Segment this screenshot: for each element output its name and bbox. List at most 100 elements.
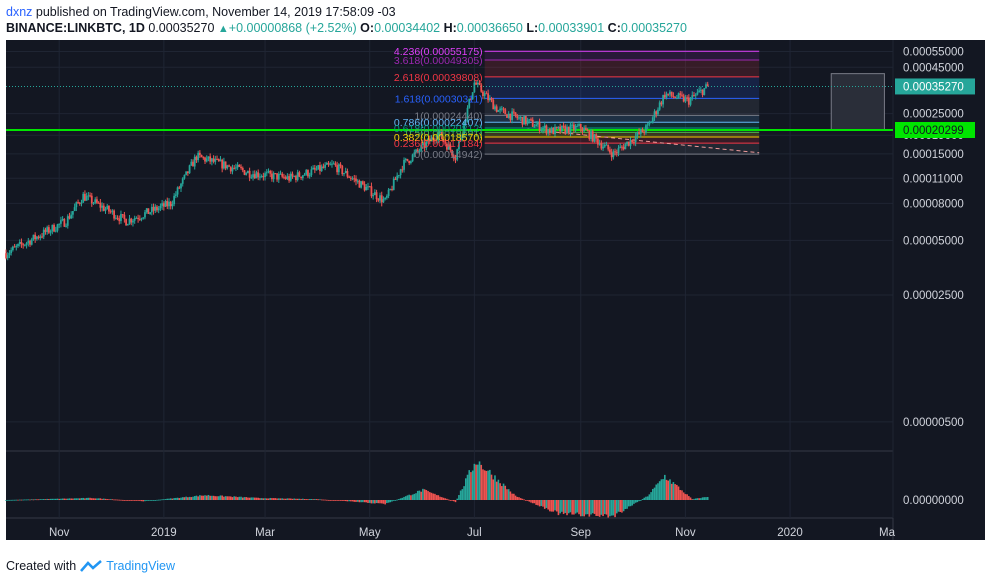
candle-body <box>283 176 285 178</box>
candle-body <box>313 167 316 170</box>
oscillator-bar <box>161 499 163 501</box>
price-chart[interactable]: Nov 2019 Mar May Jul Sep Nov 2020 Ma 0.00055000 0.… <box>0 40 987 554</box>
oscillator-bar <box>415 493 417 500</box>
oscillator-bar <box>578 500 580 515</box>
oscillator-bar <box>295 498 297 500</box>
candle-body <box>121 214 124 216</box>
y-tick-label: 0.00025000 <box>903 109 964 121</box>
fib-band <box>484 122 760 129</box>
candle-body <box>506 114 508 118</box>
candle-body <box>307 170 309 177</box>
oscillator-bar <box>36 499 38 501</box>
oscillator-bar <box>552 500 555 512</box>
oscillator-bar <box>276 498 278 500</box>
candle-body <box>329 164 332 166</box>
candle-body <box>367 186 369 188</box>
candle-body <box>430 137 433 142</box>
oscillator-bar <box>356 500 359 502</box>
candle-body <box>257 172 260 178</box>
candle-body <box>47 227 50 233</box>
oscillator-bar <box>233 496 235 500</box>
oscillator-bar <box>430 492 433 500</box>
oscillator-bar <box>665 479 668 500</box>
oscillator-bar <box>255 497 258 500</box>
candle-body <box>494 106 496 110</box>
candle-body <box>482 91 484 97</box>
candle-body <box>478 82 481 85</box>
candle-body <box>559 126 562 132</box>
oscillator-bar <box>236 497 239 500</box>
oscillator-bar <box>58 498 60 500</box>
oscillator-bar <box>353 500 356 502</box>
oscillator-bar <box>636 500 639 503</box>
candle-body <box>483 93 486 97</box>
candle-body <box>363 184 366 191</box>
oscillator-bar <box>89 497 91 500</box>
candle-body <box>377 199 380 201</box>
oscillator-bar <box>638 500 640 502</box>
candle-body <box>164 201 167 207</box>
oscillator-bar <box>175 497 177 500</box>
candle-body <box>102 205 105 211</box>
candle-body <box>524 116 527 124</box>
oscillator-bar <box>439 496 441 500</box>
oscillator-bar <box>540 500 543 506</box>
oscillator-bar <box>574 500 577 514</box>
publisher-name[interactable]: dxnz <box>6 5 33 19</box>
candle-body <box>428 138 431 142</box>
candle-body <box>504 109 507 115</box>
candle-body <box>181 178 184 184</box>
oscillator-bar <box>6 499 9 501</box>
candle-body <box>490 98 493 101</box>
oscillator-bar <box>701 497 704 500</box>
candle-body <box>406 158 409 161</box>
candle-body <box>466 107 469 121</box>
oscillator-bar <box>489 469 491 500</box>
tradingview-brand[interactable]: TradingView <box>106 559 175 573</box>
oscillator-bar <box>229 496 232 500</box>
oscillator-bar <box>200 495 203 500</box>
candle-body <box>245 173 248 175</box>
oscillator-bar <box>646 496 649 500</box>
oscillator-bar <box>180 497 182 500</box>
oscillator-bar <box>605 500 608 515</box>
candle-body <box>219 159 222 162</box>
oscillator-bar <box>178 498 181 500</box>
oscillator-bar <box>603 500 606 515</box>
candle-body <box>265 172 268 174</box>
candle-body <box>399 169 402 176</box>
oscillator-bar <box>586 500 589 515</box>
oscillator-bar <box>286 498 289 500</box>
fib-level-label: 4.236(0.00055175) <box>394 46 483 58</box>
oscillator-bar <box>442 497 445 500</box>
oscillator-bar <box>204 495 206 500</box>
oscillator-bar <box>271 498 273 500</box>
oscillator-bar <box>374 500 376 504</box>
oscillator-bar <box>346 500 349 502</box>
oscillator-bar <box>418 490 421 500</box>
oscillator-bar <box>308 499 311 500</box>
candle-body <box>284 177 287 179</box>
candle-body <box>588 130 591 139</box>
oscillator-bar <box>116 499 119 501</box>
candle-body <box>444 141 447 144</box>
oscillator-bar <box>202 495 205 500</box>
candle-body <box>699 89 702 91</box>
symbol-label[interactable]: BINANCE:LINKBTC, 1D <box>6 21 145 35</box>
candle-body <box>35 236 38 240</box>
oscillator-bar <box>336 500 338 501</box>
candle-body <box>495 106 498 112</box>
candle-body <box>176 187 179 195</box>
candle-body <box>382 199 385 203</box>
candle-body <box>132 220 134 223</box>
candle-body <box>332 163 335 165</box>
candle-body <box>195 156 198 161</box>
candle-body <box>485 93 488 95</box>
candle-body <box>643 132 646 134</box>
oscillator-bar <box>319 499 321 501</box>
oscillator-bar <box>82 497 85 500</box>
oscillator-bar <box>514 495 517 500</box>
oscillator-bar <box>367 500 369 503</box>
candle-body <box>624 144 627 150</box>
oscillator-bar <box>303 499 306 500</box>
